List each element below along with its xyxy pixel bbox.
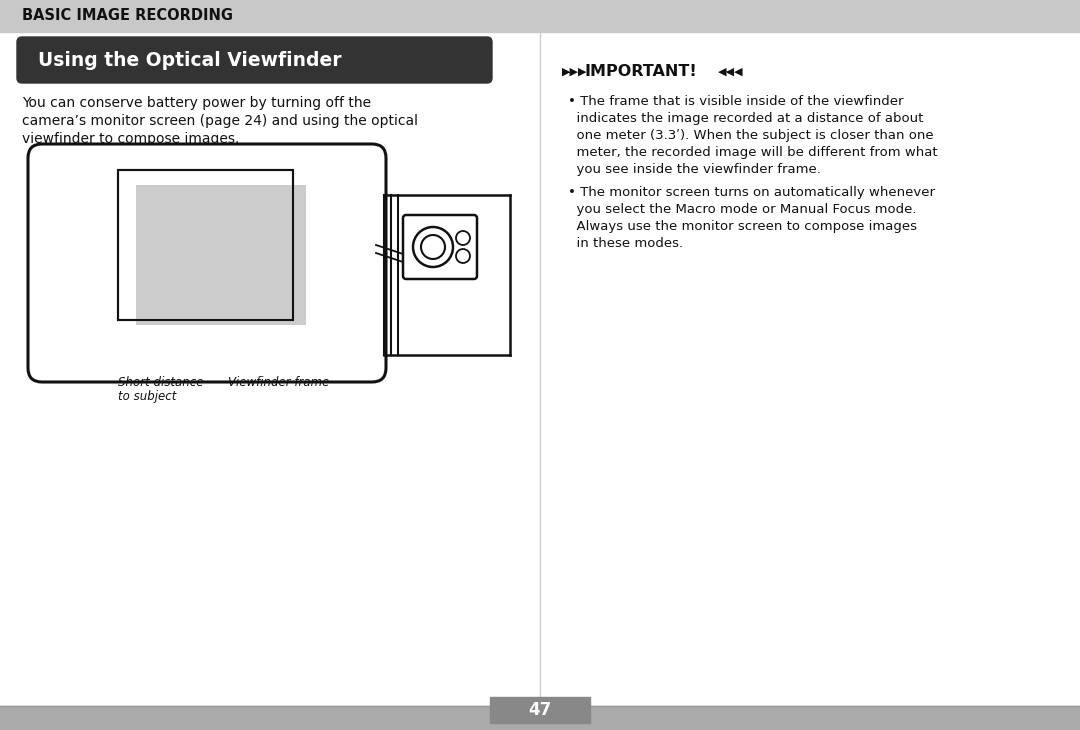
Text: Viewfinder frame: Viewfinder frame (228, 376, 329, 389)
Bar (136, 185, 306, 325)
Text: BASIC IMAGE RECORDING: BASIC IMAGE RECORDING (22, 9, 233, 23)
Text: indicates the image recorded at a distance of about: indicates the image recorded at a distan… (568, 112, 923, 125)
Circle shape (421, 235, 445, 259)
Text: you see inside the viewfinder frame.: you see inside the viewfinder frame. (568, 163, 821, 176)
Bar (118, 170, 293, 320)
Text: to subject: to subject (118, 390, 176, 403)
Bar (490, 697, 590, 723)
FancyBboxPatch shape (28, 144, 386, 382)
Text: ▶▶▶: ▶▶▶ (562, 67, 588, 77)
Bar (118, 170, 293, 320)
Text: camera’s monitor screen (page 24) and using the optical: camera’s monitor screen (page 24) and us… (22, 114, 418, 128)
Text: one meter (3.3ʹ). When the subject is closer than one: one meter (3.3ʹ). When the subject is cl… (568, 129, 933, 142)
Text: meter, the recorded image will be different from what: meter, the recorded image will be differ… (568, 146, 937, 159)
Text: • The frame that is visible inside of the viewfinder: • The frame that is visible inside of th… (568, 95, 904, 108)
FancyBboxPatch shape (403, 215, 477, 279)
Text: Always use the monitor screen to compose images: Always use the monitor screen to compose… (568, 220, 917, 233)
Text: viewfinder to compose images.: viewfinder to compose images. (22, 132, 240, 146)
Text: in these modes.: in these modes. (568, 237, 684, 250)
Text: 47: 47 (528, 701, 552, 719)
Circle shape (456, 249, 470, 263)
Text: you select the Macro mode or Manual Focus mode.: you select the Macro mode or Manual Focu… (568, 203, 917, 216)
Text: ◀◀◀: ◀◀◀ (718, 67, 743, 77)
Text: • The monitor screen turns on automatically whenever: • The monitor screen turns on automatica… (568, 186, 935, 199)
Text: Short distance: Short distance (118, 376, 203, 389)
Text: You can conserve battery power by turning off the: You can conserve battery power by turnin… (22, 96, 372, 110)
Text: IMPORTANT!: IMPORTANT! (585, 64, 698, 80)
Bar (0, 0, 1080, 32)
Bar (0, 706, 1080, 730)
Circle shape (413, 227, 453, 267)
FancyBboxPatch shape (17, 37, 492, 83)
Circle shape (456, 231, 470, 245)
Text: Using the Optical Viewfinder: Using the Optical Viewfinder (38, 50, 341, 69)
